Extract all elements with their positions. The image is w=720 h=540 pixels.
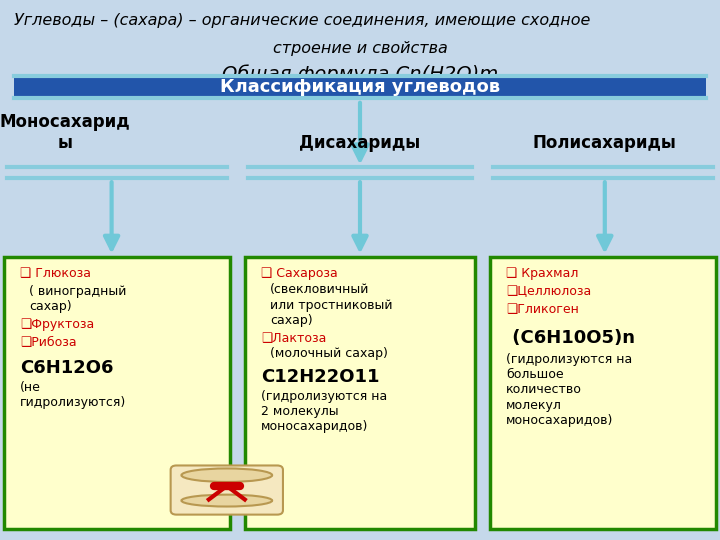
Text: ❑ Глюкоза: ❑ Глюкоза	[20, 267, 91, 280]
Ellipse shape	[181, 495, 272, 507]
Text: Классификация углеводов: Классификация углеводов	[220, 78, 500, 96]
Text: ❑ Крахмал: ❑ Крахмал	[506, 267, 579, 280]
Text: (свекловичный: (свекловичный	[270, 284, 369, 296]
Text: (гидролизуются на: (гидролизуются на	[506, 353, 632, 366]
Text: Общая формула Cn(H2O)m: Общая формула Cn(H2O)m	[222, 65, 498, 84]
Text: сахар): сахар)	[270, 314, 312, 327]
Text: (гидролизуются на: (гидролизуются на	[261, 390, 387, 403]
Text: Моносахарид
ы: Моносахарид ы	[0, 113, 130, 152]
FancyBboxPatch shape	[490, 256, 716, 529]
Text: ❑Фруктоза: ❑Фруктоза	[20, 318, 94, 331]
Text: или тростниковый: или тростниковый	[270, 299, 392, 312]
Text: С12Н22О11: С12Н22О11	[261, 368, 380, 386]
Text: ( виноградный: ( виноградный	[29, 285, 126, 298]
Text: (С6Н10О5)n: (С6Н10О5)n	[506, 329, 635, 347]
Text: ❑Рибоза: ❑Рибоза	[20, 336, 77, 349]
Text: Полисахариды: Полисахариды	[533, 134, 677, 152]
Text: ❑Гликоген: ❑Гликоген	[506, 303, 579, 316]
Text: Углеводы – (сахара) – органические соединения, имеющие сходное: Углеводы – (сахара) – органические соеди…	[14, 14, 591, 29]
FancyBboxPatch shape	[14, 74, 706, 100]
Text: ❑ Сахароза: ❑ Сахароза	[261, 267, 338, 280]
FancyBboxPatch shape	[245, 256, 475, 529]
FancyBboxPatch shape	[4, 256, 230, 529]
Text: С6Н12О6: С6Н12О6	[20, 359, 114, 376]
Text: 2 молекулы: 2 молекулы	[261, 405, 339, 418]
Text: (молочный сахар): (молочный сахар)	[270, 347, 388, 360]
FancyBboxPatch shape	[171, 465, 283, 515]
Text: гидролизуются): гидролизуются)	[20, 396, 127, 409]
Text: количество: количество	[506, 383, 582, 396]
Ellipse shape	[181, 468, 272, 482]
Text: молекул: молекул	[506, 399, 562, 411]
Text: сахар): сахар)	[29, 300, 71, 313]
Text: ❑Лактоза: ❑Лактоза	[261, 332, 327, 345]
Text: строение и свойства: строение и свойства	[273, 40, 447, 56]
Text: ❑Целлюлоза: ❑Целлюлоза	[506, 285, 591, 298]
Text: Дисахариды: Дисахариды	[300, 134, 420, 152]
Text: (не: (не	[20, 381, 41, 394]
Text: моносахаридов): моносахаридов)	[261, 420, 369, 433]
Text: большое: большое	[506, 368, 564, 381]
Text: моносахаридов): моносахаридов)	[506, 414, 613, 427]
